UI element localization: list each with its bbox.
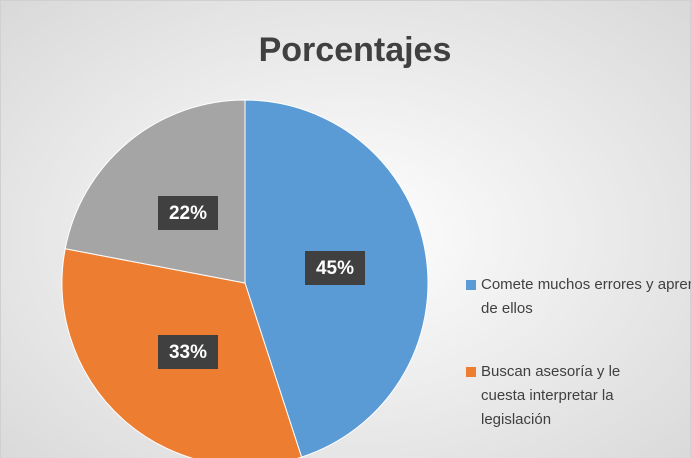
data-label-box	[158, 196, 218, 230]
legend-label: Comete muchos errores y aprende de ellos	[481, 276, 691, 317]
chart-title: Porcentajes	[259, 31, 452, 69]
legend-swatch	[466, 280, 476, 290]
legend-item: Comete muchos errores y aprende de ellos	[481, 276, 691, 317]
legend-label: Buscan asesoría y le cuesta interpretar …	[481, 363, 621, 428]
data-label-box	[305, 251, 365, 285]
data-label: 33%	[169, 342, 207, 363]
data-label-box	[158, 335, 218, 369]
legend-swatch	[466, 367, 476, 377]
pie-slice	[64, 99, 246, 284]
data-label: 22%	[169, 203, 207, 224]
legend-item: Buscan asesoría y le cuesta interpretar …	[481, 363, 621, 428]
data-label: 45%	[316, 258, 354, 279]
